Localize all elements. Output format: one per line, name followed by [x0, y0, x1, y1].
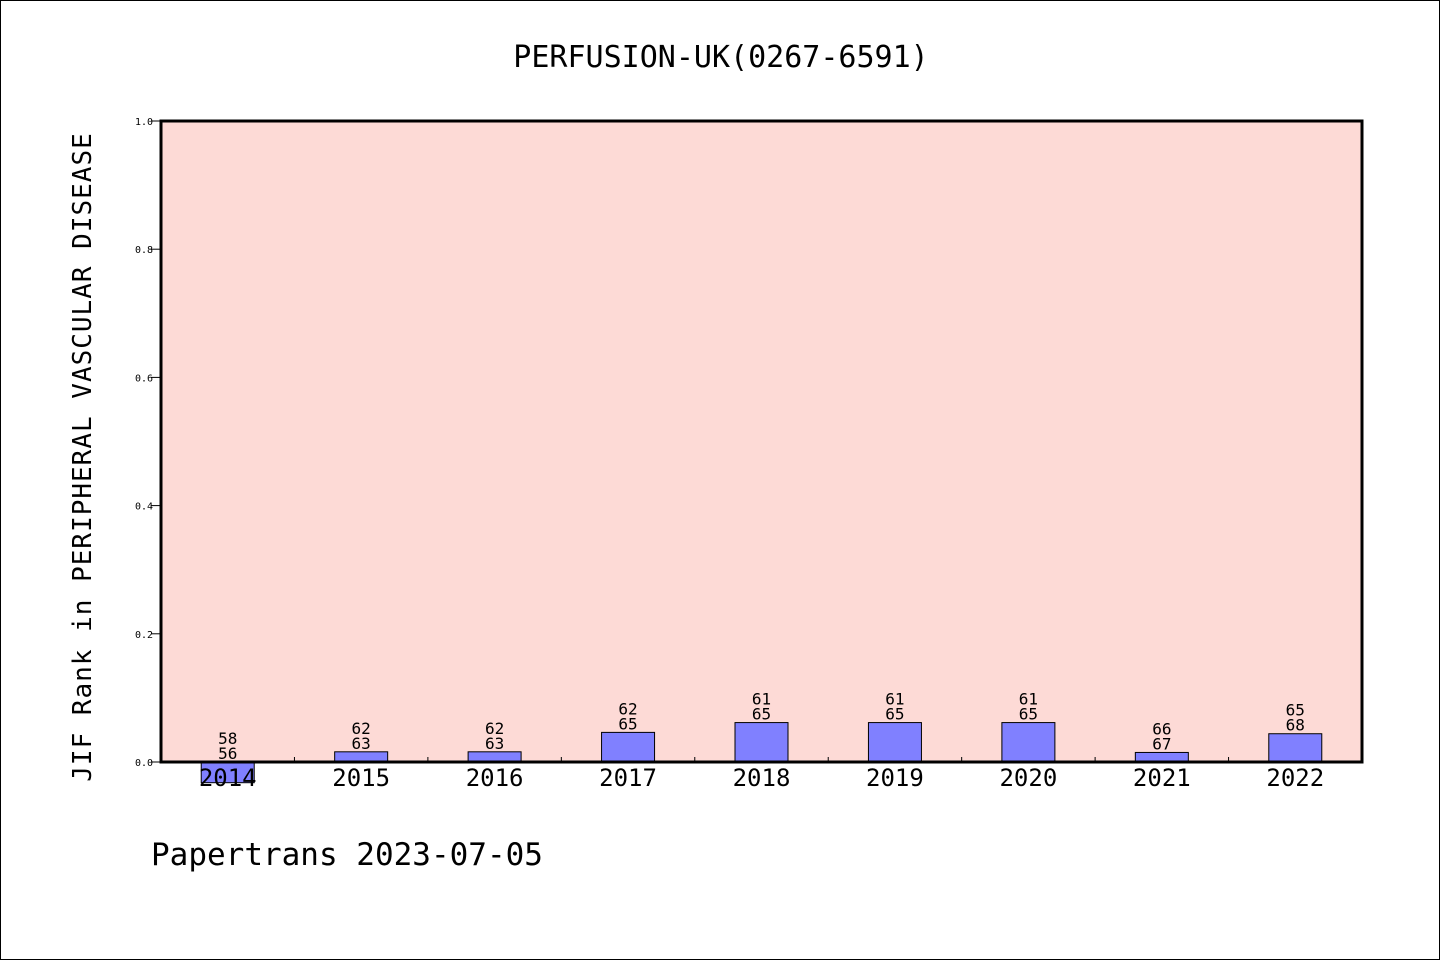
y-tick-label: 0.4	[135, 502, 153, 513]
rank-label: 58	[218, 729, 237, 748]
y-tick-label: 0.0	[135, 758, 153, 769]
total-label: 68	[1286, 716, 1305, 735]
total-label: 63	[485, 734, 504, 753]
total-label: 63	[352, 734, 371, 753]
total-label: 65	[1019, 705, 1038, 724]
rank-label: 61	[752, 690, 771, 709]
x-tick-label: 2022	[1266, 764, 1324, 792]
plot-area	[161, 121, 1362, 762]
bar-2022	[1268, 733, 1323, 763]
x-tick-label: 2021	[1133, 764, 1191, 792]
y-axis-label: JIF Rank in PERIPHERAL VASCULAR DISEASE	[68, 132, 98, 781]
rank-label: 65	[1286, 701, 1305, 720]
total-label: 65	[752, 705, 771, 724]
footer-text: Papertrans 2023-07-05	[151, 837, 543, 873]
y-tick-label: 0.2	[135, 630, 153, 641]
bar-2019	[867, 722, 922, 763]
rank-label: 62	[485, 719, 504, 738]
bar-2016	[467, 751, 522, 763]
bar-2020	[1001, 722, 1056, 763]
total-label: 67	[1152, 734, 1171, 753]
rank-label: 66	[1152, 719, 1171, 738]
rank-label: 61	[1019, 690, 1038, 709]
y-tick-label: 0.6	[135, 373, 153, 384]
plot-frame	[159, 119, 1364, 764]
bar-2015	[334, 751, 389, 763]
y-tick-label: 1.0	[135, 117, 153, 128]
y-tick-label: 0.8	[135, 245, 153, 256]
x-tick-label: 2019	[866, 764, 924, 792]
x-tick-label: 2018	[733, 764, 791, 792]
x-tick-label: 2016	[466, 764, 524, 792]
bar-2018	[734, 722, 789, 763]
total-label: 65	[618, 714, 637, 733]
total-label: 56	[218, 744, 237, 763]
rank-label: 62	[618, 699, 637, 718]
x-tick-label: 2014	[199, 764, 257, 792]
total-label: 65	[885, 705, 904, 724]
x-tick-label: 2015	[332, 764, 390, 792]
rank-label: 61	[885, 690, 904, 709]
x-tick-label: 2020	[999, 764, 1057, 792]
x-tick-label: 2017	[599, 764, 657, 792]
chart-title: PERFUSION-UK(0267-6591)	[513, 40, 928, 75]
rank-label: 62	[352, 719, 371, 738]
bar-2017	[601, 731, 656, 763]
